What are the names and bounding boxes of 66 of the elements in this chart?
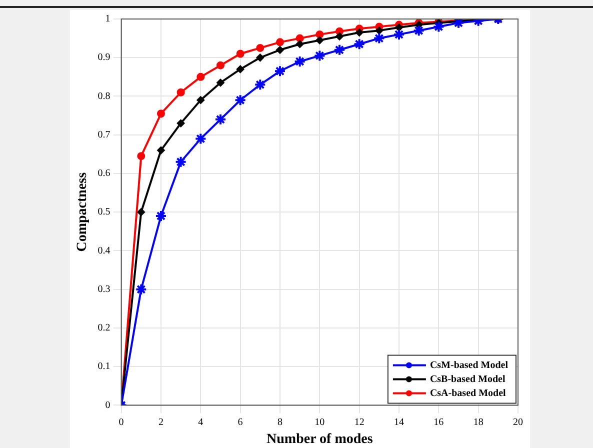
point xyxy=(174,156,187,168)
point xyxy=(176,119,185,128)
x-tick-label: 20 xyxy=(513,416,523,428)
point xyxy=(216,61,224,70)
point xyxy=(194,132,207,145)
y-tick-label: 0.7 xyxy=(98,129,110,140)
x-axis-title: Number of modes xyxy=(266,432,374,448)
point xyxy=(333,44,346,56)
y-tick-label: 0.2 xyxy=(98,322,110,334)
point xyxy=(373,32,386,44)
point xyxy=(156,146,165,154)
point xyxy=(216,78,224,87)
x-tick-label: 18 xyxy=(473,416,484,428)
point xyxy=(316,30,324,38)
x-tick-label: 8 xyxy=(277,416,282,428)
point xyxy=(154,210,167,222)
point xyxy=(274,65,286,78)
point xyxy=(156,110,165,118)
legend-label: CsM-based Model xyxy=(430,360,508,371)
y-tick-label: 0.4 xyxy=(98,245,110,256)
point xyxy=(353,38,366,50)
y-axis-title: Compactness xyxy=(75,172,90,252)
x-tick-label: 4 xyxy=(198,416,204,428)
point xyxy=(276,38,284,46)
x-tick-label: 12 xyxy=(354,416,364,428)
point xyxy=(335,32,344,40)
x-tick-label: 10 xyxy=(314,416,325,428)
point xyxy=(234,94,246,106)
point xyxy=(196,72,205,81)
y-tick-label: 0.5 xyxy=(98,206,110,218)
point xyxy=(214,113,226,126)
y-tick-label: 0.9 xyxy=(98,52,110,64)
y-tick-label: 0 xyxy=(105,400,110,411)
point xyxy=(236,50,244,58)
y-tick-label: 1 xyxy=(105,14,110,25)
point xyxy=(294,55,306,68)
point xyxy=(137,152,146,160)
y-tick-label: 0.8 xyxy=(98,90,110,102)
y-tick-label: 0.1 xyxy=(98,361,110,372)
x-tick-label: 14 xyxy=(394,416,404,428)
point xyxy=(316,36,324,44)
point xyxy=(375,26,384,35)
x-tick-label: 2 xyxy=(158,416,164,428)
x-tick-label: 0 xyxy=(118,416,124,428)
point xyxy=(254,78,266,91)
legend-label: CsA-based Model xyxy=(430,388,506,399)
point xyxy=(355,28,364,37)
point xyxy=(412,24,425,37)
point xyxy=(176,88,185,96)
x-tick-label: 16 xyxy=(434,416,444,428)
point xyxy=(135,283,148,296)
x-tick-label: 6 xyxy=(238,416,243,428)
point xyxy=(432,20,445,33)
point xyxy=(256,54,264,62)
point xyxy=(196,96,205,104)
point xyxy=(137,208,146,216)
y-tick-label: 0.3 xyxy=(98,284,110,295)
legend-label: CsB-based Model xyxy=(430,374,506,385)
point xyxy=(256,44,264,52)
point xyxy=(314,50,326,62)
point xyxy=(392,28,405,40)
point xyxy=(236,65,244,74)
y-tick-label: 0.6 xyxy=(98,168,110,180)
point xyxy=(296,40,304,48)
point xyxy=(276,46,284,54)
point xyxy=(394,23,403,32)
